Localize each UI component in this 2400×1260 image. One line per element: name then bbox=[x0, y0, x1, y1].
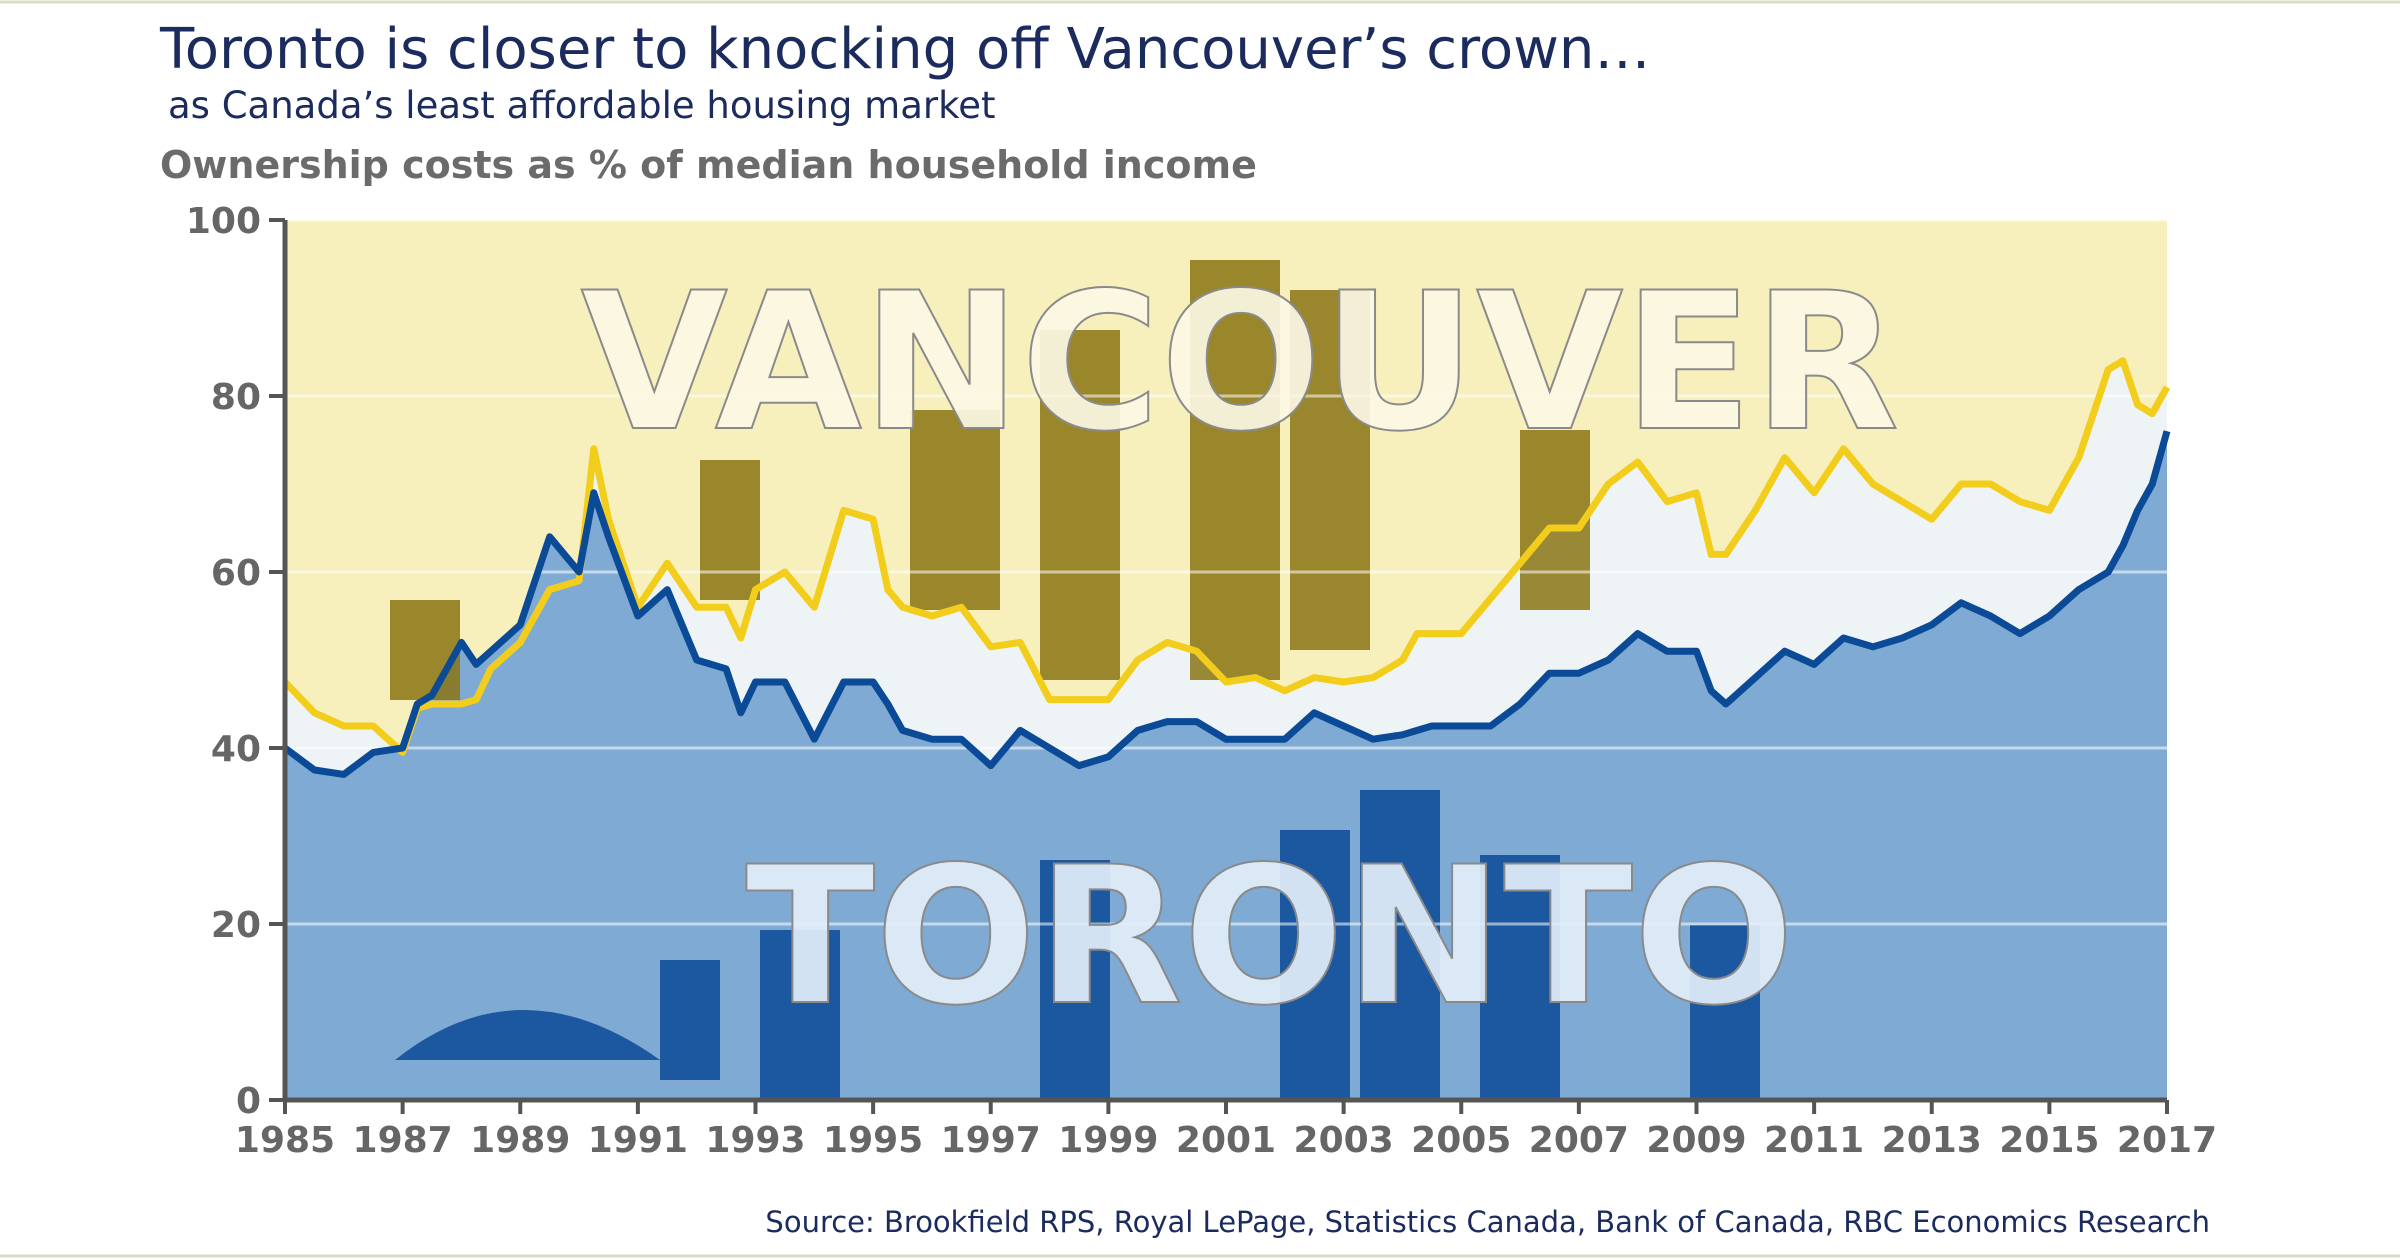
skyline-building bbox=[1480, 855, 1560, 1100]
y-tick-label: 100 bbox=[186, 201, 261, 242]
x-tick-label: 2017 bbox=[2117, 1120, 2217, 1161]
x-tick-label: 1987 bbox=[353, 1120, 453, 1161]
x-tick-label: 2007 bbox=[1529, 1120, 1629, 1161]
series-annotation: VANCOUVER bbox=[581, 252, 1900, 473]
y-tick-label: 0 bbox=[236, 1081, 261, 1122]
skyline-building bbox=[1040, 860, 1110, 1100]
y-axis-label: Ownership costs as % of median household… bbox=[160, 143, 1257, 187]
x-tick-label: 2011 bbox=[1764, 1120, 1864, 1161]
y-tick-label: 40 bbox=[211, 729, 261, 770]
chart-subtitle: as Canada’s least affordable housing mar… bbox=[168, 84, 995, 127]
source-note: Source: Brookfield RPS, Royal LePage, St… bbox=[765, 1205, 2210, 1239]
x-tick-label: 2005 bbox=[1411, 1120, 1511, 1161]
y-tick-label: 80 bbox=[211, 377, 261, 418]
x-tick-label: 2013 bbox=[1882, 1120, 1982, 1161]
y-tick-label: 20 bbox=[211, 905, 261, 946]
skyline-building bbox=[1290, 290, 1370, 650]
skyline-building bbox=[1690, 925, 1760, 1100]
skyline-building bbox=[1360, 790, 1440, 1100]
skyline-building bbox=[1190, 260, 1280, 680]
skyline-building bbox=[660, 960, 720, 1080]
x-tick-label: 1999 bbox=[1058, 1120, 1158, 1161]
series-line bbox=[282, 430, 2171, 778]
skyline-building bbox=[760, 930, 840, 1100]
skyline-building bbox=[1280, 830, 1350, 1100]
plot-foreground: VANCOUVER TORONTO 0 20 40 60 80 100 1985 1987 1989… bbox=[186, 201, 2217, 1161]
x-tick-label: 2009 bbox=[1646, 1120, 1746, 1161]
x-tick-label: 1985 bbox=[235, 1120, 335, 1161]
x-tick-label: 1993 bbox=[705, 1120, 805, 1161]
skyline-building bbox=[1520, 430, 1590, 610]
skyline-building bbox=[390, 600, 460, 700]
skyline-building bbox=[1040, 330, 1120, 680]
skyline-building bbox=[700, 460, 760, 600]
skyline bbox=[390, 260, 1760, 1100]
x-tick-label: 1997 bbox=[941, 1120, 1041, 1161]
chart-title: Toronto is closer to knocking off Vancou… bbox=[159, 17, 1650, 82]
x-tick-label: 1995 bbox=[823, 1120, 923, 1161]
x-tick-label: 2001 bbox=[1176, 1120, 1276, 1161]
skyline-dome bbox=[395, 1010, 660, 1060]
x-tick-label: 2015 bbox=[1999, 1120, 2099, 1161]
skyline-building bbox=[910, 410, 1000, 610]
series-annotation: TORONTO bbox=[745, 826, 1794, 1047]
x-tick-label: 1989 bbox=[470, 1120, 570, 1161]
y-tick-label: 60 bbox=[211, 553, 261, 594]
x-tick-label: 2003 bbox=[1294, 1120, 1394, 1161]
x-tick-label: 1991 bbox=[588, 1120, 688, 1161]
